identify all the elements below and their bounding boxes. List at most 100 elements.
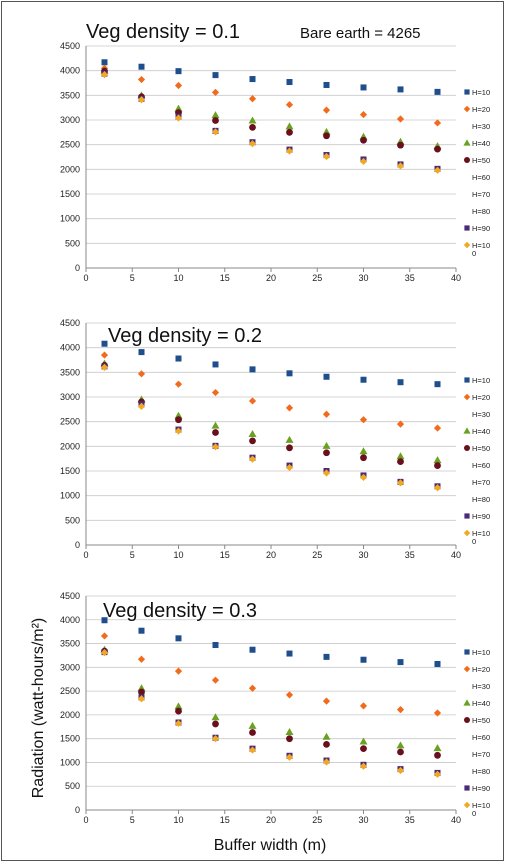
data-point <box>212 72 219 79</box>
data-point <box>359 762 368 770</box>
data-point <box>323 449 330 457</box>
data-point <box>285 753 294 761</box>
legend-label: H=20 <box>472 105 490 114</box>
data-point <box>137 402 146 410</box>
y-tick-label: 0 <box>75 805 80 815</box>
data-point <box>248 140 257 148</box>
data-point <box>137 655 146 663</box>
data-point <box>433 424 442 432</box>
x-tick-label: 10 <box>173 550 183 560</box>
y-tick-label: 500 <box>65 238 80 248</box>
legend-label: H=20 <box>472 393 490 402</box>
data-point <box>286 444 293 452</box>
data-point <box>396 479 405 487</box>
legend-label: H=60 <box>472 461 490 470</box>
y-tick-label: 0 <box>75 540 80 550</box>
data-point <box>174 667 183 675</box>
data-point <box>396 706 405 714</box>
legend: H=10 H=20 H=30 H=40 H=50 H=60 H=70 H=80 H=90 H=10… <box>463 88 490 258</box>
data-point <box>433 119 442 127</box>
legend-label: H=10 <box>472 801 490 810</box>
data-point <box>212 429 219 436</box>
data-point <box>249 76 256 83</box>
data-point <box>248 95 257 103</box>
data-point <box>323 81 330 88</box>
data-point <box>286 370 293 377</box>
data-point <box>248 684 257 692</box>
data-point <box>174 702 183 710</box>
x-tick-label: 40 <box>451 273 461 283</box>
data-point <box>138 63 145 70</box>
data-point <box>322 410 331 418</box>
x-tick-label: 30 <box>358 273 368 283</box>
y-tick-label: 0 <box>75 263 80 273</box>
data-point <box>396 766 405 775</box>
data-point <box>433 744 442 752</box>
data-point <box>323 740 330 748</box>
y-tick-label: 2500 <box>60 140 80 150</box>
x-tick-label: 15 <box>220 273 230 283</box>
y-tick-label: 3000 <box>60 115 80 125</box>
data-point <box>397 379 404 386</box>
legend-label: H=10 <box>472 376 490 385</box>
x-tick-label: 35 <box>405 550 415 560</box>
data-point <box>397 458 404 466</box>
data-point <box>100 363 109 371</box>
x-tick-label: 0 <box>83 815 88 825</box>
y-tick-label: 4000 <box>60 615 80 625</box>
legend-label: H=70 <box>472 750 490 759</box>
data-point <box>323 373 330 380</box>
data-point <box>433 456 442 464</box>
data-point <box>249 729 256 736</box>
x-tick-label: 25 <box>312 273 322 283</box>
data-point <box>360 745 367 753</box>
data-point <box>249 437 256 445</box>
data-point <box>286 735 293 743</box>
data-point <box>211 735 220 743</box>
data-point <box>360 656 367 663</box>
y-tick-label: 3000 <box>60 662 80 672</box>
x-tick-label: 10 <box>173 273 183 283</box>
chart-panel-2: 0 500 1000 1500 2000 2500 3000 3500 4000 4500 0 5 10… <box>60 318 490 560</box>
data-point <box>138 349 145 356</box>
y-tick-label: 500 <box>65 781 80 791</box>
legend-label: 0 <box>472 537 476 546</box>
data-point <box>211 111 220 119</box>
data-point <box>322 441 331 449</box>
chart-title: Veg density = 0.2 <box>108 325 262 347</box>
y-tick-label: 1500 <box>60 189 80 199</box>
data-point <box>175 416 182 424</box>
y-tick-label: 3500 <box>60 367 80 377</box>
y-tick-label: 1000 <box>60 757 80 767</box>
chart-annotation: Bare earth = 4265 <box>300 25 421 42</box>
x-tick-label: 5 <box>130 273 135 283</box>
data-point <box>434 751 441 759</box>
x-tick-label: 20 <box>266 273 276 283</box>
data-point <box>285 728 294 736</box>
legend-label: H=60 <box>472 733 490 742</box>
legend-marker <box>464 445 470 451</box>
x-tick-label: 10 <box>173 815 183 825</box>
y-tick-label: 2000 <box>60 441 80 451</box>
data-point <box>434 381 441 388</box>
data-point <box>175 635 182 642</box>
x-tick-label: 15 <box>220 550 230 560</box>
legend-label: H=80 <box>472 207 490 216</box>
data-point <box>101 340 108 347</box>
data-point <box>285 101 294 109</box>
x-tick-label: 35 <box>405 273 415 283</box>
legend-marker <box>464 649 470 655</box>
data-point <box>248 455 257 463</box>
data-point <box>249 124 256 131</box>
data-point <box>433 484 442 492</box>
data-point <box>322 732 331 740</box>
data-point <box>248 430 257 437</box>
legend-label: 0 <box>472 809 476 818</box>
data-point <box>322 106 331 114</box>
legend-marker <box>463 139 471 146</box>
x-tick-label: 30 <box>358 815 368 825</box>
y-tick-label: 3500 <box>60 639 80 649</box>
legend-marker <box>464 89 470 95</box>
legend-marker <box>463 393 471 401</box>
x-tick-label: 35 <box>405 815 415 825</box>
